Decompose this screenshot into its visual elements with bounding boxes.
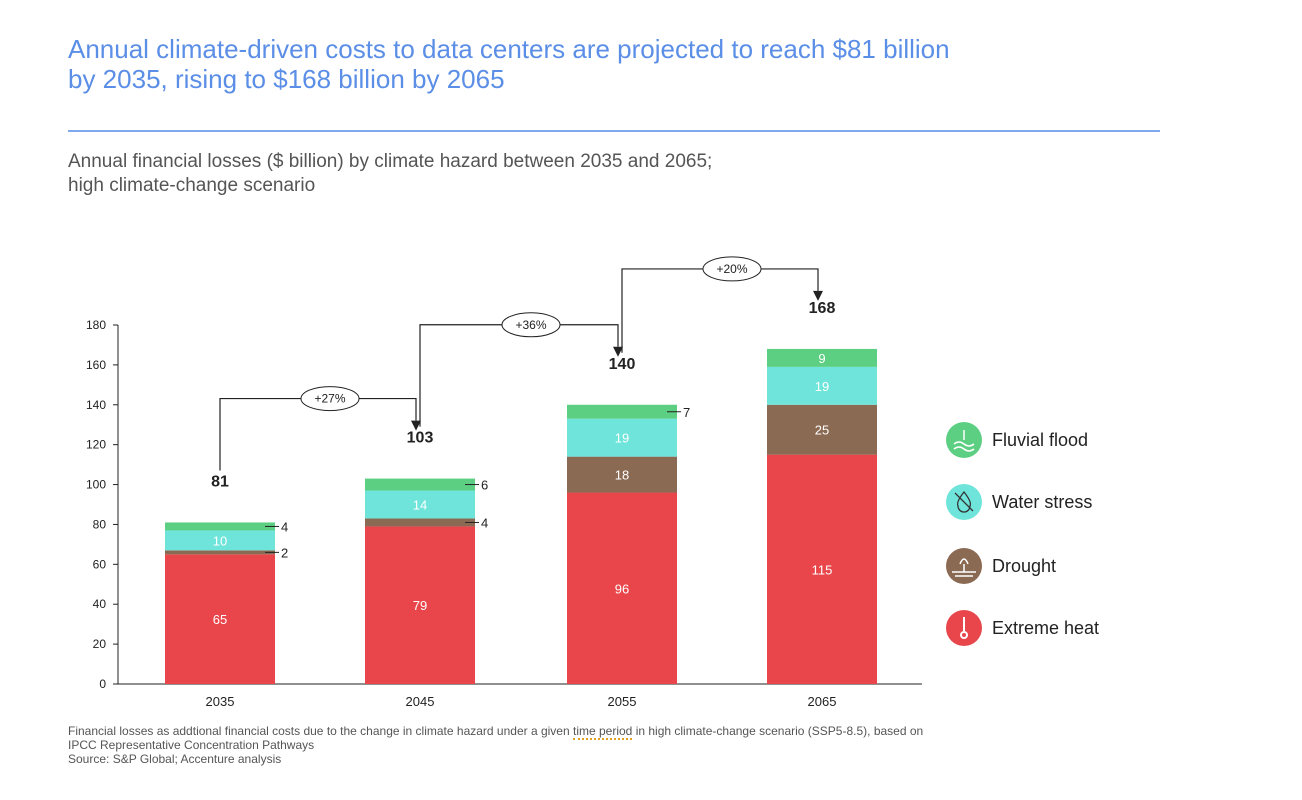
x-tick-label: 2035	[206, 694, 235, 709]
segment-value-label: 96	[615, 581, 629, 596]
y-tick-label: 140	[86, 398, 106, 412]
bar-segment-water-stress	[365, 490, 475, 519]
bar-total-label: 81	[211, 473, 229, 490]
bar-segment-drought	[165, 550, 275, 555]
bar-total-label: 168	[809, 300, 836, 317]
y-tick-label: 160	[86, 358, 106, 372]
legend-entry-label: Drought	[992, 556, 1056, 576]
bar-segment-fluvial-flood	[165, 522, 275, 531]
segment-value-label: 9	[818, 351, 825, 366]
growth-label: +36%	[515, 318, 546, 332]
bar-segment-extreme-heat	[567, 492, 677, 684]
stacked-bar-chart: 0204060801001201401601806521048120357941…	[86, 256, 1099, 709]
y-tick-label: 60	[93, 557, 107, 571]
segment-value-label: 2	[281, 545, 288, 560]
bar-segment-fluvial-flood	[365, 478, 475, 491]
legend-entry-label: Water stress	[992, 492, 1092, 512]
growth-arrowhead	[613, 346, 623, 357]
thermometer-glyph	[960, 617, 969, 639]
segment-value-label: 25	[815, 423, 829, 438]
growth-badge	[702, 256, 762, 282]
bar-segment-drought	[767, 404, 877, 455]
segment-value-label: 6	[481, 478, 488, 493]
bar-segment-extreme-heat	[365, 526, 475, 684]
subtitle-line-1: Annual financial losses ($ billion) by c…	[68, 151, 713, 172]
x-tick-label: 2055	[608, 694, 637, 709]
title-divider	[68, 130, 1160, 132]
x-tick-label: 2045	[406, 694, 435, 709]
segment-value-label: 10	[213, 533, 227, 548]
bar-segment-water-stress	[165, 530, 275, 551]
segment-value-label: 4	[281, 519, 288, 534]
bar-segment-water-stress	[567, 418, 677, 457]
segment-value-label: 65	[213, 612, 227, 627]
footnote-text-2: in high climate-change scenario (SSP5-8.…	[68, 724, 924, 752]
growth-connector	[621, 268, 819, 353]
bar-segment-drought	[567, 456, 677, 493]
footnote-underlined-term: time period	[572, 724, 633, 740]
growth-label: +20%	[716, 262, 747, 276]
bar-total-label: 103	[407, 430, 434, 447]
y-tick-label: 180	[86, 318, 106, 332]
title-line-1: Annual climate-driven costs to data cent…	[68, 34, 950, 64]
source-line: Source: S&P Global; Accenture analysis	[68, 752, 282, 766]
growth-badge	[300, 386, 360, 412]
bar-segment-extreme-heat	[165, 554, 275, 684]
page-title: Annual climate-driven costs to data cent…	[68, 34, 1168, 94]
segment-value-label: 18	[615, 468, 629, 483]
segment-value-label: 19	[815, 379, 829, 394]
segment-value-label: 7	[683, 405, 690, 420]
segment-value-label: 19	[615, 431, 629, 446]
y-tick-label: 120	[86, 438, 106, 452]
segment-value-label: 79	[413, 598, 427, 613]
y-tick-label: 40	[93, 597, 107, 611]
bar-segment-fluvial-flood	[767, 348, 877, 367]
droplet-glyph	[954, 490, 974, 513]
drought-glyph	[952, 558, 976, 577]
bar-segment-extreme-heat	[767, 454, 877, 684]
segment-value-label: 115	[812, 562, 833, 577]
y-tick-label: 0	[99, 677, 106, 691]
bar-segment-water-stress	[767, 366, 877, 405]
growth-label: +27%	[314, 392, 345, 406]
legend-entry-label: Fluvial flood	[992, 430, 1088, 450]
growth-badge	[501, 312, 561, 338]
growth-arrowhead	[411, 420, 421, 431]
bar-segment-fluvial-flood	[567, 404, 677, 419]
title-line-2: by 2035, rising to $168 billion by 2065	[68, 64, 505, 94]
y-tick-label: 80	[93, 517, 107, 531]
footnote-text-1: Financial losses as addtional financial …	[68, 724, 573, 738]
segment-value-label: 14	[413, 498, 427, 513]
x-tick-label: 2065	[808, 694, 837, 709]
growth-arrowhead	[813, 290, 823, 301]
legend-entry-label: Extreme heat	[992, 618, 1099, 638]
bar-total-label: 140	[609, 356, 636, 373]
subtitle-line-2: high climate-change scenario	[68, 175, 316, 196]
y-tick-label: 100	[86, 478, 106, 492]
flood-glyph	[953, 430, 975, 452]
footnote: Financial losses as addtional financial …	[68, 724, 948, 766]
segment-value-label: 4	[481, 515, 488, 530]
y-tick-label: 20	[93, 637, 107, 651]
chart-subtitle: Annual financial losses ($ billion) by c…	[68, 150, 968, 198]
bar-segment-drought	[365, 518, 475, 527]
